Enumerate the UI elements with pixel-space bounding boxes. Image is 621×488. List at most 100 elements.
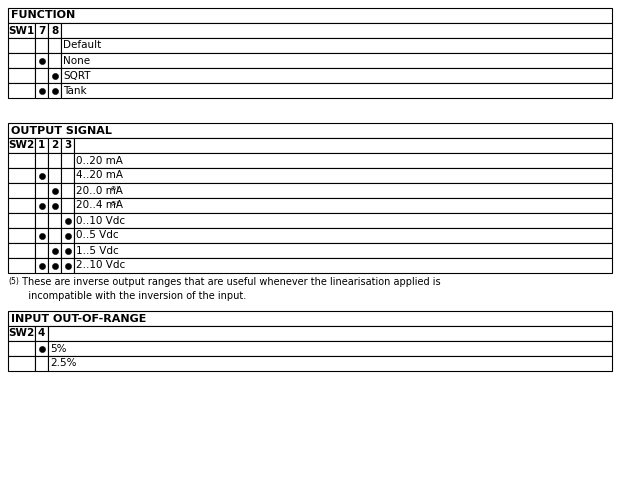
Bar	[61, 168, 74, 183]
Bar	[8, 326, 35, 341]
Text: SW2: SW2	[8, 328, 35, 339]
Bar	[8, 356, 35, 371]
Bar	[74, 168, 612, 183]
Text: 4..20 mA: 4..20 mA	[76, 170, 123, 181]
Bar	[8, 311, 612, 326]
Bar	[35, 53, 48, 68]
Bar	[48, 228, 61, 243]
Bar	[8, 138, 35, 153]
Bar	[61, 138, 74, 153]
Text: 0..10 Vdc: 0..10 Vdc	[76, 216, 125, 225]
Bar	[8, 243, 35, 258]
Text: 20..4 mA: 20..4 mA	[76, 201, 123, 210]
Bar	[35, 198, 48, 213]
Text: Tank: Tank	[63, 85, 86, 96]
Bar	[48, 213, 61, 228]
Text: 4: 4	[38, 328, 45, 339]
Bar	[74, 183, 612, 198]
Bar	[61, 83, 612, 98]
Bar	[48, 183, 61, 198]
Bar	[8, 213, 35, 228]
Bar	[61, 53, 612, 68]
Text: SQRT: SQRT	[63, 70, 91, 81]
Bar	[8, 183, 35, 198]
Bar	[61, 228, 74, 243]
Bar	[35, 23, 48, 38]
Text: None: None	[63, 56, 90, 65]
Text: 0..5 Vdc: 0..5 Vdc	[76, 230, 119, 241]
Bar	[35, 243, 48, 258]
Text: 2.5%: 2.5%	[50, 359, 76, 368]
Text: These are inverse output ranges that are useful whenever the linearisation appli: These are inverse output ranges that are…	[19, 277, 441, 301]
Text: 5%: 5%	[50, 344, 66, 353]
Text: (5): (5)	[111, 186, 119, 191]
Bar	[8, 228, 35, 243]
Bar	[48, 138, 61, 153]
Text: (5): (5)	[8, 277, 19, 286]
Bar	[8, 83, 35, 98]
Bar	[74, 228, 612, 243]
Text: INPUT OUT-OF-RANGE: INPUT OUT-OF-RANGE	[11, 313, 147, 324]
Bar	[48, 53, 61, 68]
Bar	[48, 341, 612, 356]
Bar	[35, 168, 48, 183]
Bar	[61, 243, 74, 258]
Bar	[35, 258, 48, 273]
Bar	[8, 8, 612, 23]
Bar	[74, 153, 612, 168]
Text: 1..5 Vdc: 1..5 Vdc	[76, 245, 119, 256]
Bar	[48, 258, 61, 273]
Bar	[35, 153, 48, 168]
Bar	[8, 341, 35, 356]
Text: OUTPUT SIGNAL: OUTPUT SIGNAL	[11, 125, 112, 136]
Bar	[35, 38, 48, 53]
Text: 20..0 mA: 20..0 mA	[76, 185, 123, 196]
Text: FUNCTION: FUNCTION	[11, 11, 75, 20]
Bar	[35, 68, 48, 83]
Bar	[48, 168, 61, 183]
Text: SW1: SW1	[8, 25, 35, 36]
Bar	[61, 38, 612, 53]
Text: 1: 1	[38, 141, 45, 150]
Bar	[61, 68, 612, 83]
Bar	[35, 228, 48, 243]
Bar	[61, 258, 74, 273]
Bar	[48, 243, 61, 258]
Text: 3: 3	[64, 141, 71, 150]
Bar	[61, 198, 74, 213]
Bar	[74, 198, 612, 213]
Bar	[74, 243, 612, 258]
Bar	[8, 153, 35, 168]
Text: SW2: SW2	[8, 141, 35, 150]
Bar	[61, 213, 74, 228]
Bar	[48, 38, 61, 53]
Bar	[48, 23, 61, 38]
Text: 2..10 Vdc: 2..10 Vdc	[76, 261, 125, 270]
Text: 8: 8	[51, 25, 58, 36]
Bar	[8, 258, 35, 273]
Bar	[61, 23, 612, 38]
Bar	[35, 356, 48, 371]
Bar	[74, 138, 612, 153]
Bar	[48, 326, 612, 341]
Bar	[61, 183, 74, 198]
Text: Default: Default	[63, 41, 101, 50]
Bar	[8, 198, 35, 213]
Bar	[61, 153, 74, 168]
Bar	[48, 68, 61, 83]
Bar	[48, 83, 61, 98]
Bar	[74, 258, 612, 273]
Text: 2: 2	[51, 141, 58, 150]
Bar	[8, 123, 612, 138]
Bar	[8, 53, 35, 68]
Bar	[48, 356, 612, 371]
Bar	[8, 23, 35, 38]
Bar	[35, 183, 48, 198]
Bar	[35, 213, 48, 228]
Bar	[35, 341, 48, 356]
Bar	[48, 153, 61, 168]
Bar	[35, 83, 48, 98]
Bar	[74, 213, 612, 228]
Bar	[8, 68, 35, 83]
Bar	[8, 38, 35, 53]
